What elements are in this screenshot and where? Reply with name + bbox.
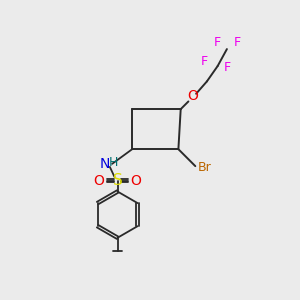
Text: H: H — [108, 156, 118, 169]
Text: S: S — [113, 173, 122, 188]
Text: F: F — [214, 36, 221, 50]
Text: Br: Br — [198, 161, 212, 174]
Text: F: F — [201, 55, 208, 68]
Text: F: F — [234, 36, 241, 50]
Text: O: O — [94, 174, 104, 188]
Text: O: O — [188, 89, 199, 103]
Text: N: N — [100, 157, 110, 171]
Text: F: F — [223, 61, 230, 74]
Text: O: O — [130, 174, 142, 188]
